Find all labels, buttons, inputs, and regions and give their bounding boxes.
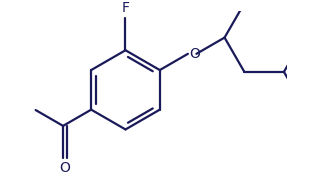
Text: F: F xyxy=(121,1,129,15)
Text: O: O xyxy=(190,47,201,61)
Text: O: O xyxy=(59,161,70,175)
